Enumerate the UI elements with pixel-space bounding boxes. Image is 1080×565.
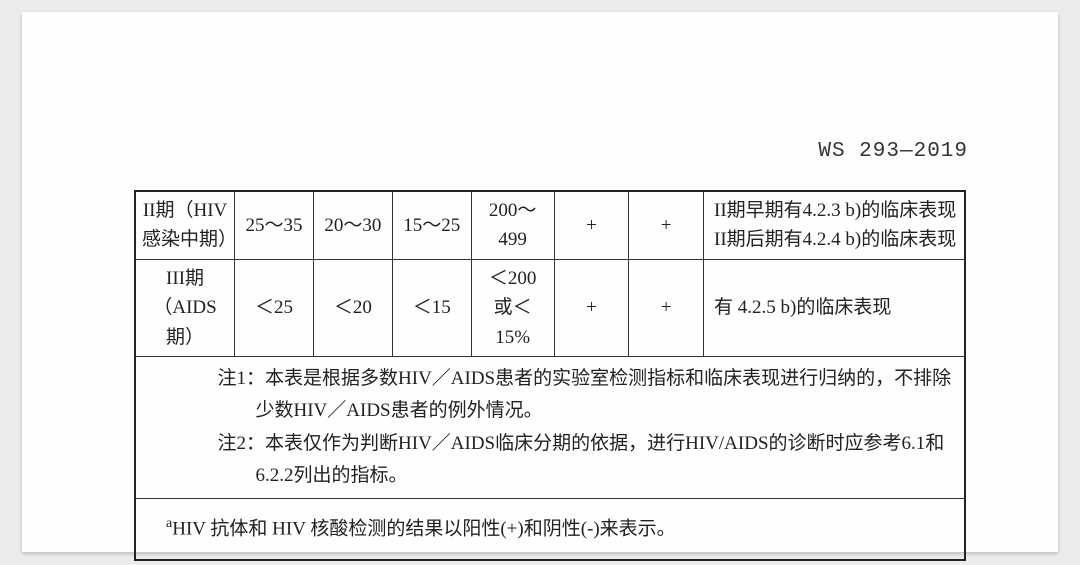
cell-value: ＜15 [392, 259, 471, 356]
standard-number: WS 293—2019 [818, 140, 968, 163]
table-row: III期（AIDS期） ＜25 ＜20 ＜15 ＜200 或＜15% + + 有… [135, 259, 965, 356]
table-row: II期（HIV感染中期） 25～35 20～30 15～25 200～499 +… [135, 191, 965, 259]
footnote-cell: aHIV 抗体和 HIV 核酸检测的结果以阳性(+)和阴性(-)来表示。 [135, 499, 965, 560]
note-text: 本表仅作为判断HIV／AIDS临床分期的依据，进行HIV/AIDS的诊断时应参考… [256, 433, 945, 486]
desc-line: II期早期有4.2.3 b)的临床表现 [714, 196, 958, 225]
cell-value: + [554, 191, 629, 259]
cell-value: 15～25 [392, 191, 471, 259]
notes-row: 注1：本表是根据多数HIV／AIDS患者的实验室检测指标和临床表现进行归纳的，不… [135, 357, 965, 499]
cell-value: ＜20 [313, 259, 392, 356]
footnote-text: HIV 抗体和 HIV 核酸检测的结果以阳性(+)和阴性(-)来表示。 [172, 519, 675, 540]
cell-desc: II期早期有4.2.3 b)的临床表现 II期后期有4.2.4 b)的临床表现 [704, 191, 966, 259]
document-page: WS 293—2019 II期（HIV感染中期） 25～35 20～30 15～… [22, 12, 1058, 552]
note-text: 本表是根据多数HIV／AIDS患者的实验室检测指标和临床表现进行归纳的，不排除少… [256, 368, 952, 421]
cell-value: + [629, 191, 704, 259]
note-1: 注1：本表是根据多数HIV／AIDS患者的实验室检测指标和临床表现进行归纳的，不… [170, 363, 954, 428]
cell-value: + [629, 259, 704, 356]
cell-value: ＜200 或＜15% [471, 259, 554, 356]
footnote-row: aHIV 抗体和 HIV 核酸检测的结果以阳性(+)和阴性(-)来表示。 [135, 499, 965, 560]
cell-stage: III期（AIDS期） [135, 259, 235, 356]
note-label: 注1： [218, 368, 266, 389]
note-label: 注2： [218, 433, 266, 454]
note-2: 注2：本表仅作为判断HIV／AIDS临床分期的依据，进行HIV/AIDS的诊断时… [170, 428, 954, 493]
cell-value: 20～30 [313, 191, 392, 259]
cell-value: + [554, 259, 629, 356]
staging-table-wrap: II期（HIV感染中期） 25～35 20～30 15～25 200～499 +… [134, 190, 966, 561]
cell-value: 200～499 [471, 191, 554, 259]
cell-value: 25～35 [235, 191, 314, 259]
cell-stage: II期（HIV感染中期） [135, 191, 235, 259]
cell-desc: 有 4.2.5 b)的临床表现 [704, 259, 966, 356]
cell-value: ＜25 [235, 259, 314, 356]
desc-line: II期后期有4.2.4 b)的临床表现 [714, 225, 958, 254]
notes-cell: 注1：本表是根据多数HIV／AIDS患者的实验室检测指标和临床表现进行归纳的，不… [135, 357, 965, 499]
staging-table: II期（HIV感染中期） 25～35 20～30 15～25 200～499 +… [134, 190, 966, 561]
